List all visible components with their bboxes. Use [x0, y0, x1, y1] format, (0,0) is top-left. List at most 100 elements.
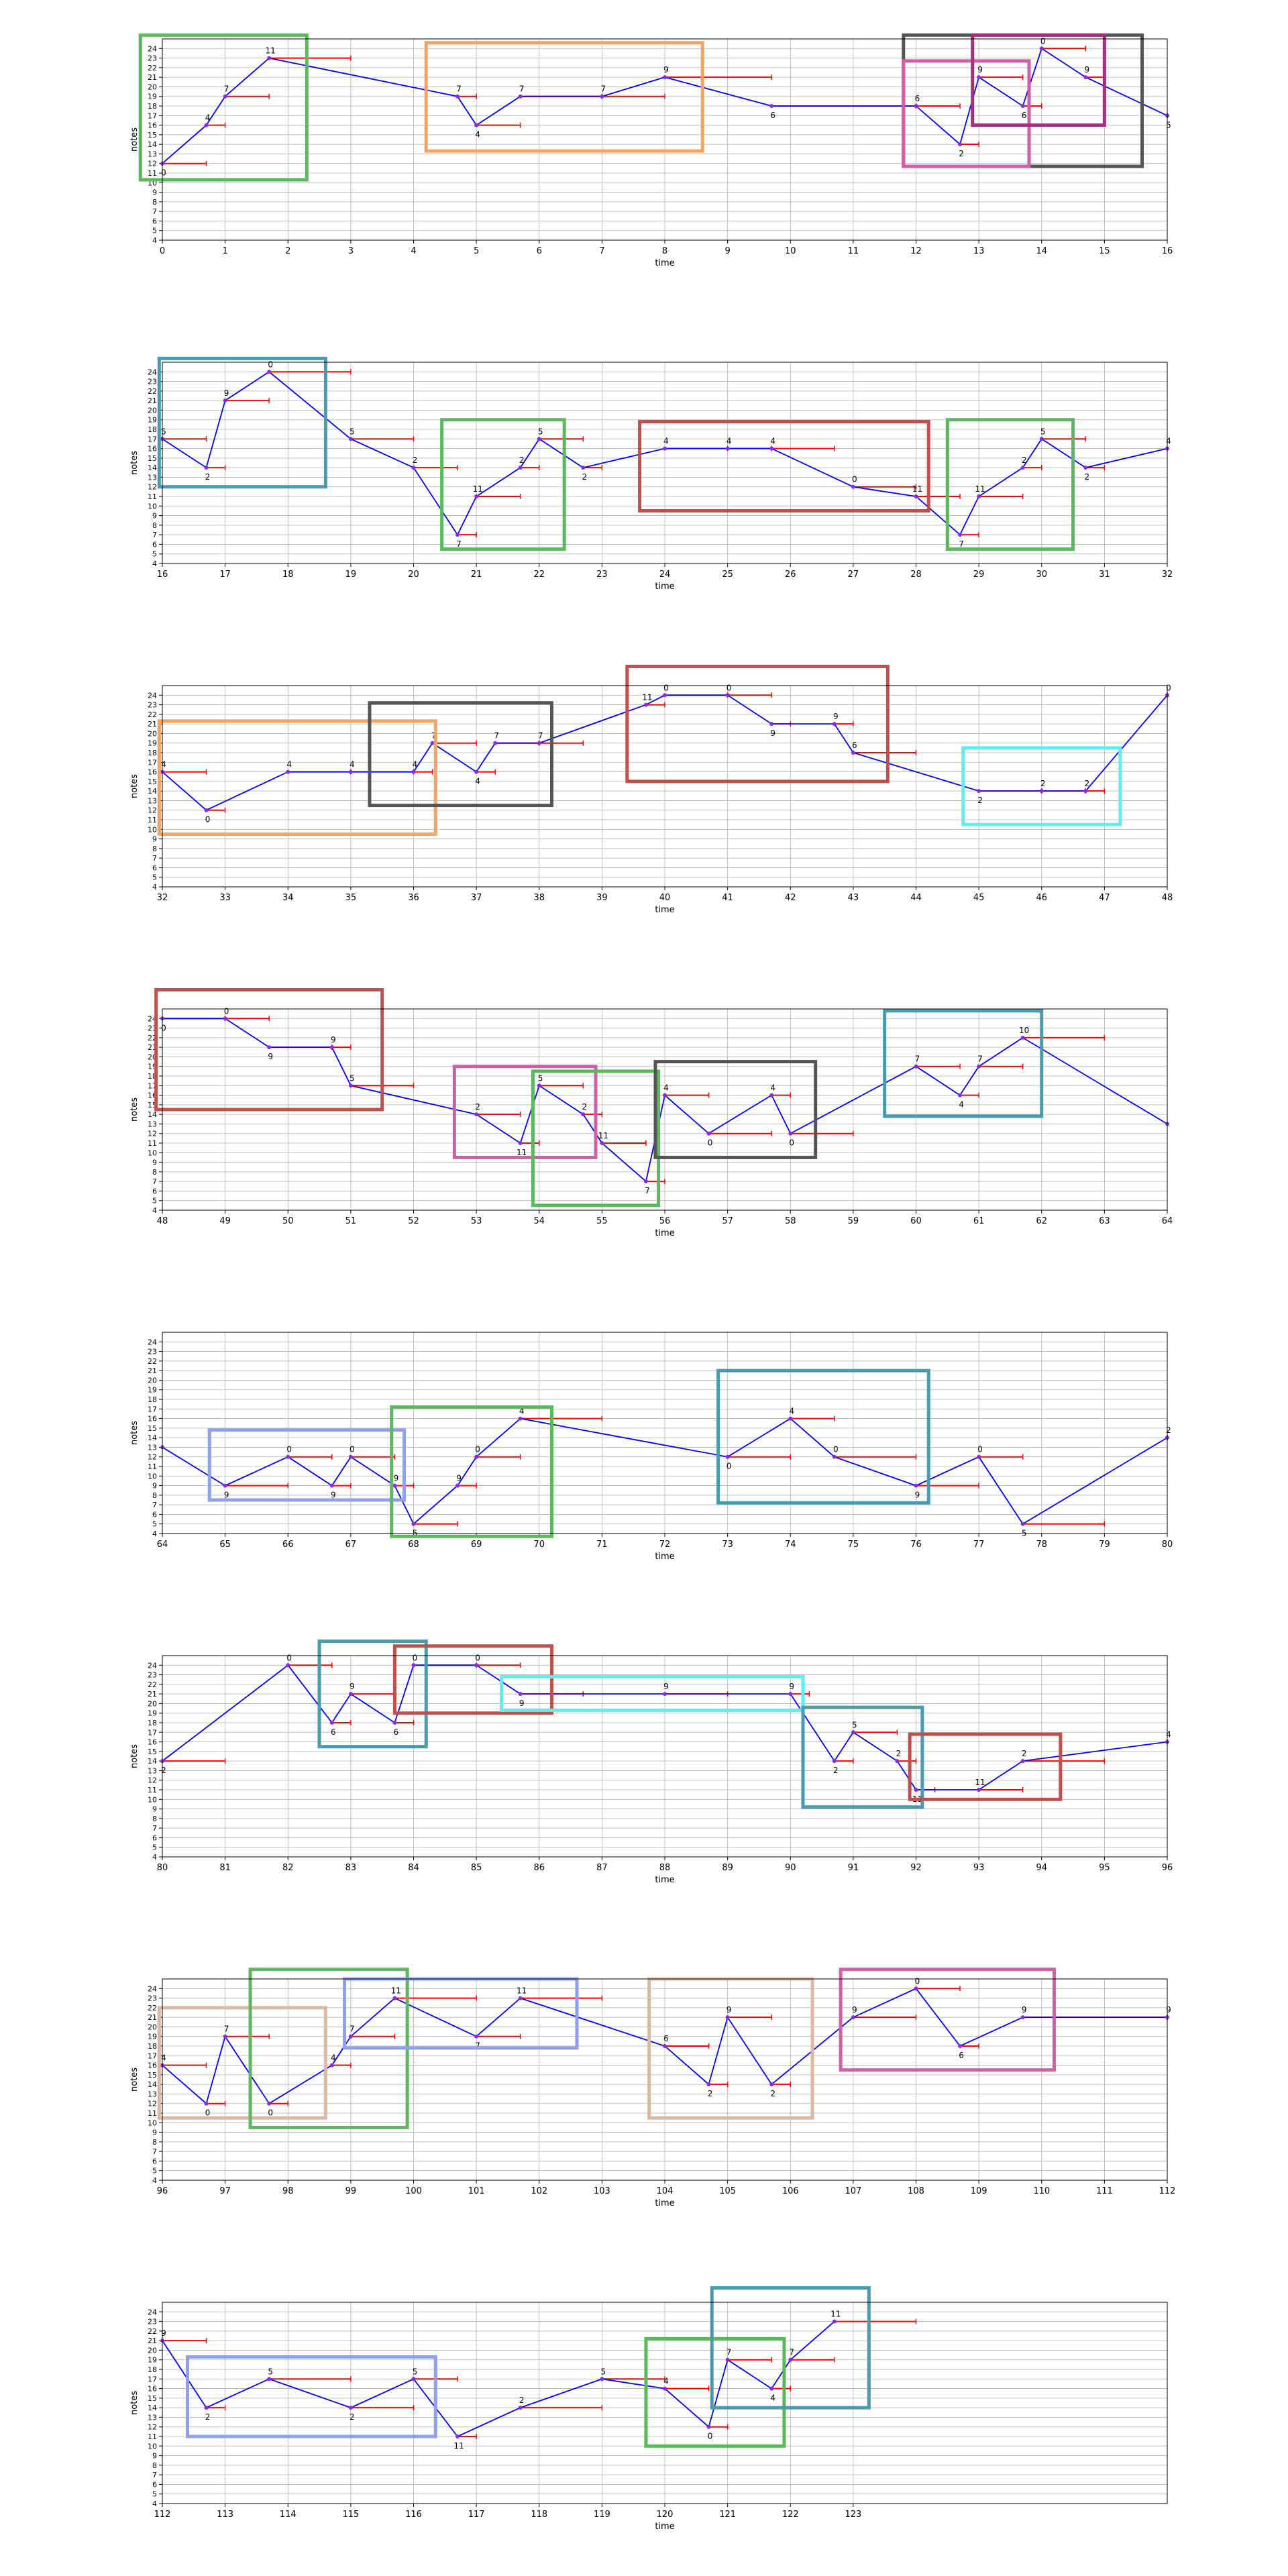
x-tick-label: 73	[722, 1540, 733, 1550]
note-label: 0	[789, 1138, 794, 1148]
annotation-box	[531, 1069, 661, 1208]
y-tick-label: 9	[152, 835, 157, 844]
note-marker	[348, 1454, 353, 1459]
annotation-box	[902, 59, 1031, 168]
x-tick-label: 21	[471, 570, 482, 580]
note-label: 9	[1166, 2005, 1171, 2015]
note-marker	[329, 1045, 334, 1050]
y-tick-label: 15	[148, 777, 157, 786]
note-label: 7	[350, 2025, 355, 2034]
y-tick-label: 21	[148, 2337, 157, 2345]
x-tick-label: 19	[345, 570, 357, 580]
y-tick-label: 18	[148, 749, 157, 757]
x-tick-label: 20	[408, 570, 419, 580]
note-marker	[474, 123, 479, 127]
x-tick-label: 103	[594, 2186, 610, 2196]
y-tick-label: 14	[148, 1110, 157, 1119]
x-axis-label: time	[655, 2198, 674, 2208]
note-label: 7	[224, 85, 229, 94]
x-tick-label: 23	[596, 570, 608, 580]
y-tick-label: 19	[148, 2033, 157, 2041]
y-tick-label: 19	[148, 416, 157, 425]
y-tick-label: 12	[148, 2100, 157, 2108]
note-label: 9	[915, 1491, 920, 1500]
y-tick-label: 11	[148, 816, 157, 824]
x-tick-label: 43	[848, 893, 859, 903]
note-label: 2	[1166, 1426, 1171, 1435]
x-tick-label: 115	[342, 2510, 359, 2520]
y-tick-label: 20	[148, 2023, 157, 2031]
y-tick-label: 7	[152, 2471, 157, 2479]
x-tick-label: 54	[533, 1216, 545, 1226]
note-label: 5	[268, 2367, 273, 2376]
note-marker	[286, 769, 290, 774]
y-tick-label: 23	[148, 2318, 157, 2326]
note-label: 2	[977, 796, 983, 805]
x-tick-label: 53	[471, 1216, 482, 1226]
note-label: 6	[331, 1727, 336, 1737]
annotation-box	[440, 418, 566, 551]
x-tick-label: 107	[845, 2186, 861, 2196]
x-tick-label: 28	[910, 570, 922, 580]
note-label: 0	[833, 1445, 839, 1454]
y-tick-label: 17	[148, 1405, 157, 1413]
note-marker	[725, 446, 730, 451]
x-tick-label: 72	[659, 1540, 671, 1550]
x-tick-label: 80	[157, 1863, 168, 1873]
x-tick-label: 8	[662, 246, 667, 256]
note-label: 2	[1084, 779, 1089, 788]
note-label: 11	[517, 1148, 527, 1157]
note-label: 11	[975, 484, 985, 494]
y-tick-label: 5	[152, 873, 157, 882]
note-marker	[914, 1483, 918, 1488]
note-marker	[204, 2406, 209, 2410]
note-label: 5	[1166, 120, 1171, 129]
note-marker	[663, 2044, 667, 2048]
note-marker	[958, 2044, 963, 2048]
note-label: 4	[161, 2053, 166, 2063]
note-marker	[1020, 104, 1025, 108]
note-label: 0	[475, 1653, 480, 1662]
note-marker	[267, 56, 272, 60]
note-marker	[725, 2015, 730, 2020]
note-marker	[851, 2015, 855, 2020]
y-axis-label: notes	[129, 127, 140, 152]
note-label: 5	[161, 427, 166, 436]
x-tick-label: 30	[1036, 570, 1047, 580]
y-tick-label: 10	[148, 2118, 157, 2127]
y-tick-label: 6	[152, 1510, 157, 1519]
x-tick-label: 52	[408, 1216, 419, 1226]
note-marker	[977, 1788, 981, 1792]
note-marker	[706, 2082, 711, 2087]
y-tick-label: 11	[148, 1786, 157, 1794]
annotation-box	[157, 2006, 327, 2120]
y-tick-label: 13	[148, 2413, 157, 2422]
y-tick-label: 21	[148, 73, 157, 82]
plot-frame	[162, 38, 1168, 241]
note-label: 0	[708, 1138, 713, 1148]
melody-line	[162, 1018, 1168, 1183]
annotation-box	[207, 1428, 406, 1502]
note-marker	[769, 1093, 774, 1097]
note-marker	[769, 2386, 774, 2391]
note-label: 0	[205, 815, 211, 824]
plot-frame	[162, 362, 1168, 564]
note-marker	[286, 1663, 290, 1668]
note-label: 4	[663, 1083, 669, 1093]
note-marker	[518, 94, 523, 99]
x-tick-label: 88	[659, 1863, 671, 1873]
y-tick-label: 14	[148, 2404, 157, 2412]
x-tick-label: 51	[345, 1216, 357, 1226]
x-tick-label: 111	[1096, 2186, 1113, 2196]
note-marker	[267, 2101, 272, 2106]
x-tick-label: 48	[1162, 893, 1173, 903]
plot-frame	[162, 2302, 1168, 2504]
melody-line	[162, 371, 1168, 536]
y-tick-label: 16	[148, 445, 157, 453]
y-tick-label: 9	[152, 1159, 157, 1167]
y-tick-label: 8	[152, 845, 157, 853]
y-tick-label: 9	[152, 512, 157, 521]
